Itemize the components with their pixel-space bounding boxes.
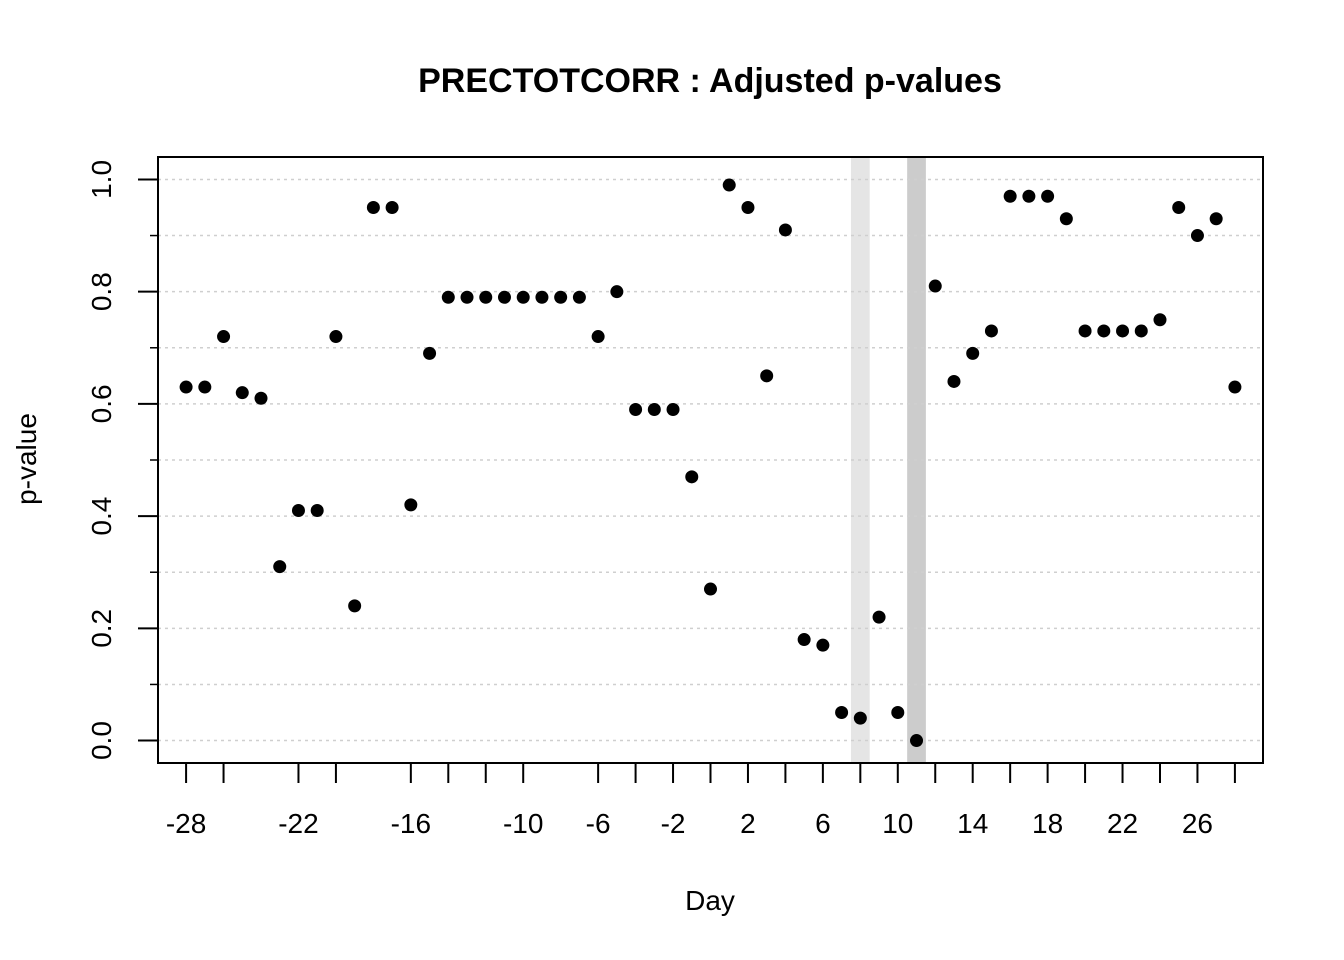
data-point xyxy=(516,290,530,304)
data-point xyxy=(778,223,792,237)
data-point xyxy=(966,346,980,360)
data-point xyxy=(704,582,717,596)
data-point xyxy=(1209,212,1223,226)
data-point xyxy=(235,386,249,400)
y-tick-label: 0.4 xyxy=(86,497,117,536)
data-point xyxy=(198,380,212,394)
x-axis-label: Day xyxy=(685,885,735,916)
y-tick-label: 1.0 xyxy=(86,160,117,199)
x-tick-label: 26 xyxy=(1182,808,1213,839)
data-point xyxy=(891,706,905,719)
data-point xyxy=(741,201,755,214)
data-point xyxy=(366,201,380,214)
data-point xyxy=(816,638,830,652)
y-axis-label: p-value xyxy=(11,413,42,505)
y-axis: 0.0 0.2 0.4 0.6 0.8 1.0 xyxy=(86,160,158,760)
data-point xyxy=(910,734,924,748)
data-point xyxy=(385,201,399,214)
x-tick-label: 2 xyxy=(740,808,756,839)
x-tick-label: -10 xyxy=(503,808,543,839)
data-point xyxy=(291,504,305,517)
x-tick-label: -2 xyxy=(661,808,686,839)
grid-lines xyxy=(158,178,1263,742)
data-point xyxy=(1228,380,1242,394)
data-point xyxy=(1078,324,1092,338)
data-points xyxy=(179,178,1242,748)
data-point xyxy=(441,290,455,304)
y-tick-label: 0.0 xyxy=(86,721,117,760)
data-point xyxy=(1190,229,1204,243)
x-tick-label: -6 xyxy=(586,808,611,839)
data-point xyxy=(591,330,605,344)
chart-title: PRECTOTCORR : Adjusted p-values xyxy=(418,62,1002,100)
data-point xyxy=(1134,324,1148,338)
data-point xyxy=(479,290,493,304)
data-point xyxy=(1003,189,1017,203)
x-tick-label: 22 xyxy=(1107,808,1138,839)
data-point xyxy=(572,290,586,304)
x-tick-label: -28 xyxy=(166,808,206,839)
x-tick-label: -22 xyxy=(278,808,318,839)
data-point xyxy=(722,178,736,192)
data-point xyxy=(610,285,624,299)
data-point xyxy=(310,504,324,517)
data-point xyxy=(1059,212,1073,226)
x-tick-label: 6 xyxy=(815,808,831,839)
data-point xyxy=(629,403,643,416)
data-point xyxy=(1041,189,1055,203)
data-point xyxy=(760,369,774,383)
data-point xyxy=(872,610,886,624)
data-point xyxy=(273,560,287,574)
data-point xyxy=(217,330,231,344)
data-point xyxy=(853,711,867,725)
data-point xyxy=(179,380,193,394)
x-tick-label: 14 xyxy=(957,808,988,839)
y-tick-label: 0.8 xyxy=(86,272,117,311)
x-axis: -28 -22 -16 -10 -6 -2 2 6 10 14 18 22 26 xyxy=(166,763,1236,839)
data-point xyxy=(1097,324,1111,338)
data-point xyxy=(1022,189,1036,203)
data-point xyxy=(666,403,680,416)
data-point xyxy=(1153,313,1167,327)
y-tick-label: 0.6 xyxy=(86,384,117,423)
x-tick-label: 10 xyxy=(882,808,913,839)
data-point xyxy=(554,290,568,304)
data-point xyxy=(348,599,362,613)
x-tick-label: 18 xyxy=(1032,808,1063,839)
data-point xyxy=(535,290,549,304)
data-point xyxy=(947,374,961,388)
data-point xyxy=(1172,201,1186,214)
data-point xyxy=(835,706,849,719)
data-point xyxy=(1116,324,1130,338)
x-tick-label: -16 xyxy=(391,808,431,839)
data-point xyxy=(329,330,343,344)
data-point xyxy=(928,279,942,293)
data-point xyxy=(497,290,511,304)
data-point xyxy=(404,498,418,512)
data-point xyxy=(460,290,474,304)
data-point xyxy=(984,324,998,338)
data-point xyxy=(797,633,811,647)
data-point xyxy=(685,470,699,484)
data-point xyxy=(254,391,268,405)
data-point xyxy=(423,346,437,360)
data-point xyxy=(647,403,661,416)
y-tick-label: 0.2 xyxy=(86,609,117,648)
